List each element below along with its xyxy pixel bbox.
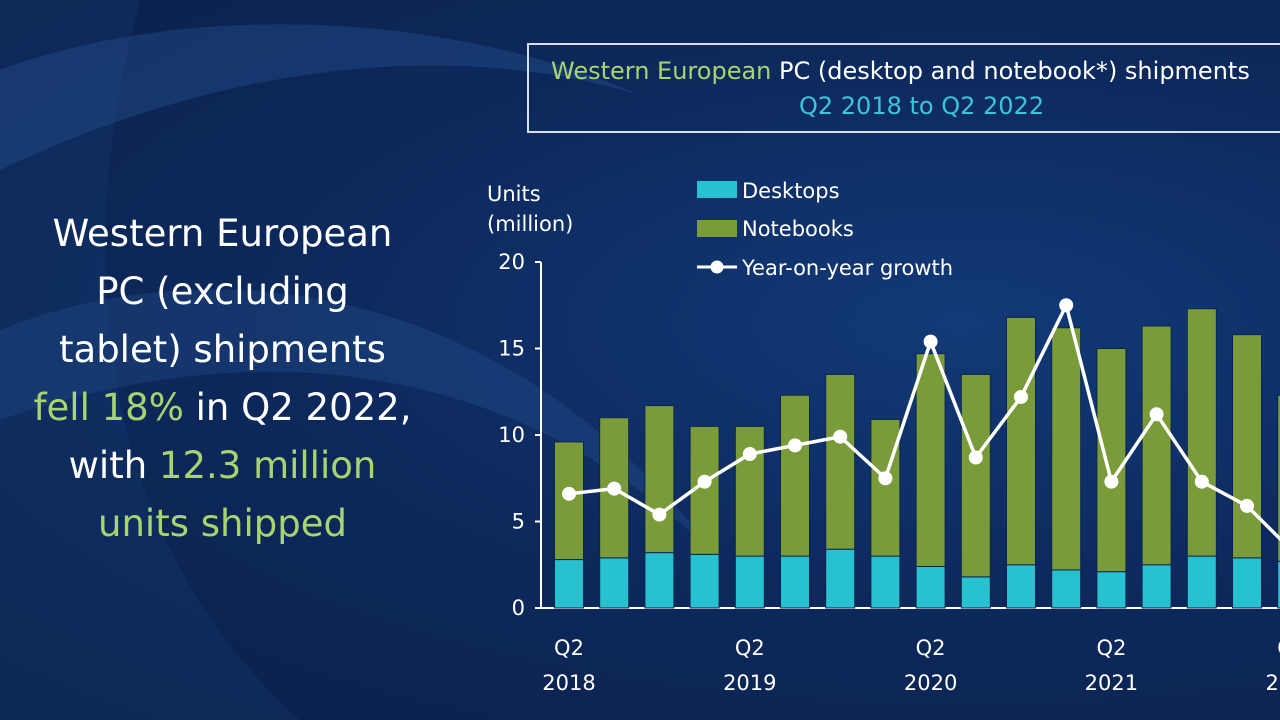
- desktops-bar: [780, 555, 810, 609]
- plot-area: 0 5 10 15 20 Q2 2018 Q2 2019 Q2 2020 Q2 2021 Q2 2022: [498, 250, 1280, 695]
- y-tick-label: 5: [512, 510, 525, 534]
- x-tick-label-quarter: Q2: [1277, 636, 1280, 660]
- y-tick-label: 10: [498, 423, 525, 447]
- legend-desktops-swatch: [697, 181, 737, 198]
- growth-point: [652, 507, 667, 522]
- headline-line: with 12.3 million: [10, 437, 435, 495]
- y-tick-label: 0: [512, 596, 525, 620]
- legend-growth-label: Year-on-year growth: [741, 256, 953, 280]
- growth-point: [697, 474, 712, 489]
- x-tick-label-year: 2022: [1265, 671, 1280, 695]
- chart-title: Western European PC (desktop and noteboo…: [551, 57, 1250, 85]
- growth-point: [742, 447, 757, 462]
- desktops-bar: [599, 557, 630, 609]
- headline-line: PC (excluding: [96, 270, 349, 313]
- x-tick-label-year: 2018: [542, 671, 595, 695]
- notebooks-bar: [1141, 325, 1172, 566]
- notebooks-bar: [1232, 334, 1262, 559]
- y-axis-label-line2: (million): [487, 212, 573, 236]
- growth-point: [1059, 298, 1074, 313]
- chart-subtitle: Q2 2018 to Q2 2022: [799, 92, 1045, 120]
- headline-highlight: 12.3 million: [158, 444, 377, 487]
- notebooks-bar: [870, 418, 901, 557]
- desktops-bar: [1186, 555, 1217, 609]
- desktops-bar: [1277, 560, 1280, 609]
- headline-line: Western European: [52, 212, 393, 255]
- notebooks-bar: [1006, 316, 1036, 566]
- notebooks-bar: [734, 425, 765, 557]
- x-tick-label-year: 2021: [1085, 671, 1138, 695]
- x-tick-label-year: 2019: [723, 671, 776, 695]
- chart-title-highlight: Western European: [551, 57, 772, 85]
- chart-title-box: Western European PC (desktop and noteboo…: [527, 43, 1280, 133]
- growth-point: [1194, 474, 1209, 489]
- growth-point: [1240, 498, 1254, 513]
- growth-point: [1104, 474, 1119, 489]
- x-tick-label-year: 2020: [904, 671, 957, 695]
- headline-line: fell 18% in Q2 2022,: [10, 379, 435, 437]
- headline-line: tablet) shipments: [59, 328, 386, 371]
- legend-growth-marker: [710, 260, 724, 274]
- desktops-bar: [1096, 571, 1127, 609]
- growth-point: [1014, 389, 1028, 404]
- notebooks-bar: [1186, 308, 1217, 557]
- desktops-bar: [689, 553, 720, 609]
- growth-point: [788, 438, 802, 453]
- desktops-bar: [1051, 569, 1082, 609]
- desktops-bar: [734, 555, 765, 609]
- x-tick-label-quarter: Q2: [1096, 636, 1126, 660]
- legend-desktops-label: Desktops: [742, 179, 840, 203]
- desktops-bar: [870, 555, 901, 609]
- notebooks-bar: [780, 394, 810, 557]
- growth-point: [833, 429, 848, 444]
- notebooks-bar: [644, 405, 675, 554]
- desktops-bar: [554, 559, 584, 609]
- growth-point: [923, 334, 938, 349]
- notebooks-bar: [915, 353, 946, 567]
- growth-point: [1149, 407, 1164, 422]
- notebooks-bar: [825, 373, 856, 550]
- x-tick-label-quarter: Q2: [735, 636, 765, 660]
- growth-point: [968, 450, 983, 465]
- desktops-bar: [1141, 564, 1172, 609]
- growth-point: [607, 481, 622, 496]
- y-axis-label-line1: Units: [487, 182, 541, 206]
- desktops-bar: [825, 548, 856, 609]
- desktops-bar: [1006, 564, 1036, 609]
- headline: Western European PC (excluding tablet) s…: [10, 205, 435, 553]
- growth-point: [878, 471, 893, 486]
- desktops-bar: [1232, 557, 1262, 609]
- desktops-bar: [915, 565, 946, 609]
- headline-text: with: [68, 444, 159, 487]
- x-tick-label-quarter: Q2: [916, 636, 946, 660]
- y-tick-label: 20: [498, 250, 525, 274]
- notebooks-bar: [1277, 394, 1280, 562]
- y-tick-label: 15: [498, 337, 525, 361]
- desktops-bar: [960, 576, 991, 609]
- notebooks-bar: [1096, 348, 1127, 573]
- notebooks-bar: [960, 373, 991, 578]
- notebooks-bar: [1051, 327, 1082, 571]
- headline-text: in Q2 2022,: [183, 386, 412, 429]
- legend-notebooks-label: Notebooks: [742, 217, 854, 241]
- growth-point: [562, 486, 576, 501]
- x-tick-label-quarter: Q2: [554, 636, 584, 660]
- chart-title-text: PC (desktop and notebook*) shipments: [771, 57, 1250, 85]
- desktops-bar: [644, 552, 675, 609]
- legend-notebooks-swatch: [697, 220, 737, 237]
- headline-highlight: fell 18%: [33, 386, 184, 429]
- headline-line: units shipped: [98, 502, 347, 545]
